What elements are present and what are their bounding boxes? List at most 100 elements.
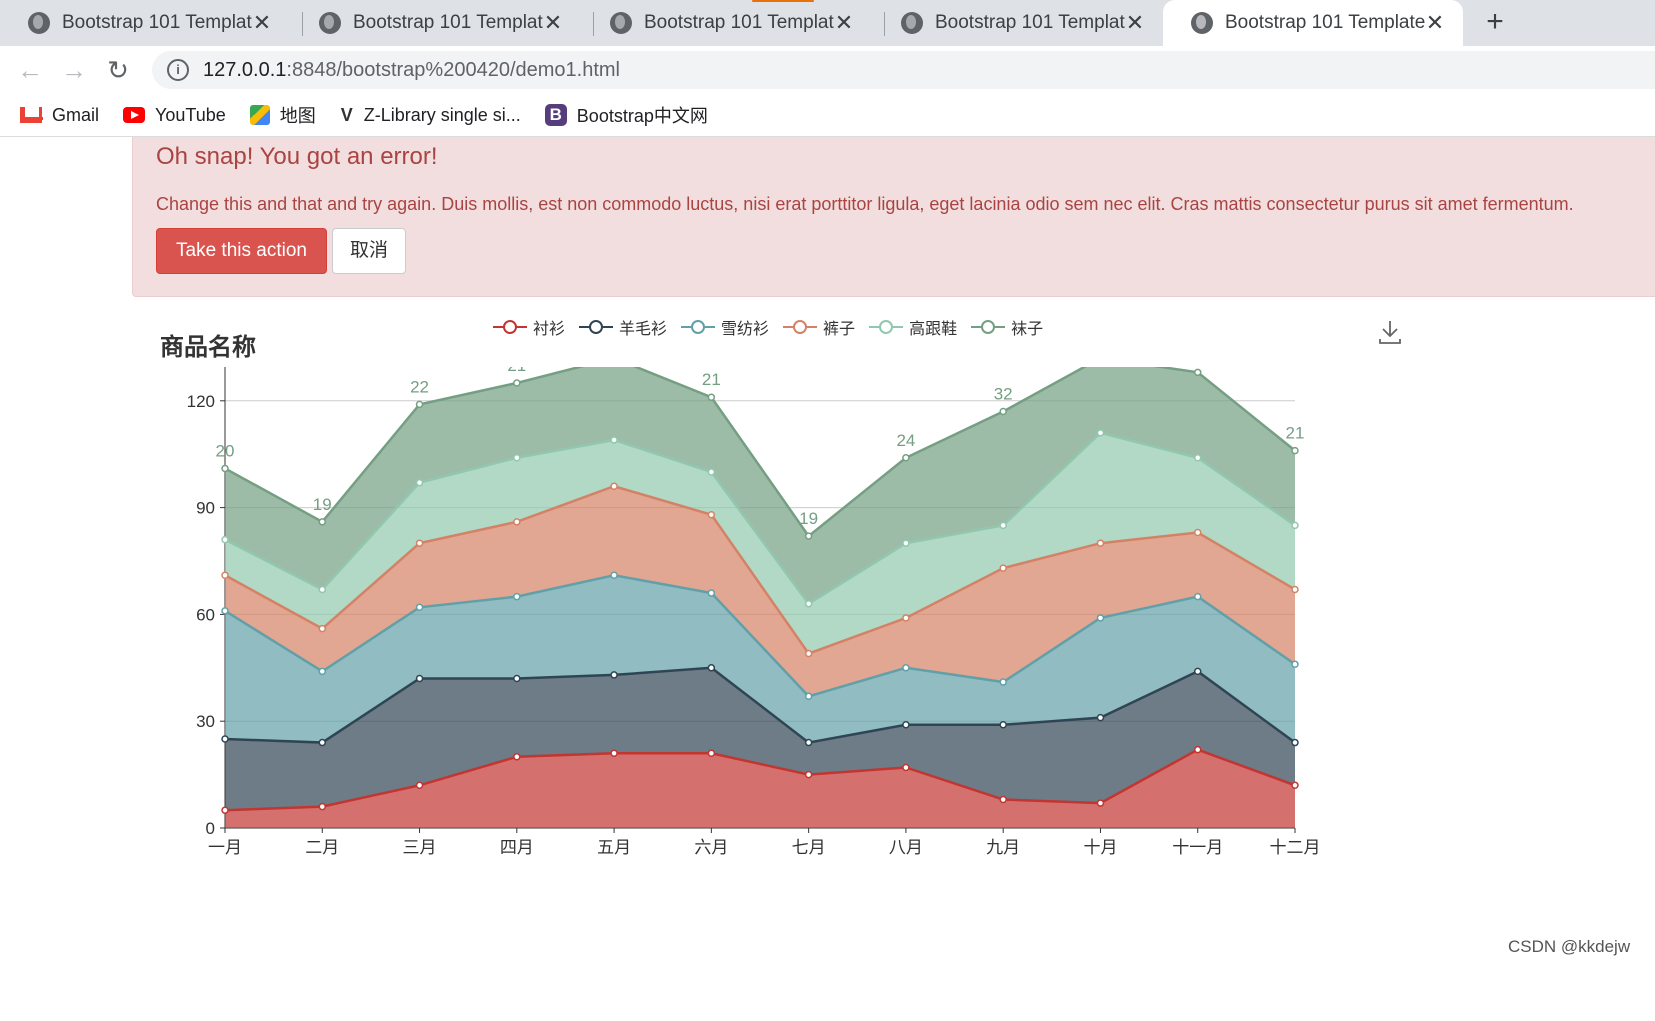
gmail-icon bbox=[20, 107, 42, 123]
legend-label: 羊毛衫 bbox=[619, 321, 668, 338]
x-tick-label: 八月 bbox=[889, 838, 923, 858]
point-羊毛衫 bbox=[1193, 667, 1202, 676]
close-icon[interactable]: ✕ bbox=[252, 10, 272, 35]
bookmark-bootstrap[interactable]: B Bootstrap中文网 bbox=[544, 102, 708, 128]
cancel-button[interactable]: 取消 bbox=[332, 228, 406, 274]
data-label: 32 bbox=[994, 384, 1013, 403]
point-羊毛衫 bbox=[707, 664, 716, 672]
data-label: 24 bbox=[896, 431, 915, 450]
point-羊毛衫 bbox=[513, 674, 521, 683]
browser-tab-2[interactable]: Bootstrap 101 Template ✕ bbox=[291, 0, 581, 46]
y-tick-label: 0 bbox=[206, 819, 215, 838]
forward-button[interactable]: → bbox=[61, 55, 87, 85]
bookmark-maps[interactable]: 地图 bbox=[249, 102, 316, 128]
point-雪纺衫 bbox=[999, 678, 1007, 686]
tab-separator bbox=[884, 12, 885, 36]
new-tab-button[interactable]: + bbox=[1486, 5, 1504, 38]
globe-icon bbox=[1191, 12, 1213, 34]
bookmark-gmail[interactable]: Gmail bbox=[20, 105, 99, 126]
point-高跟鞋 bbox=[999, 521, 1007, 530]
legend-item[interactable]: 雪纺衫 bbox=[681, 315, 769, 339]
point-雪纺衫 bbox=[1291, 660, 1299, 668]
x-tick-label: 九月 bbox=[986, 838, 1020, 858]
bookmark-youtube[interactable]: YouTube bbox=[123, 105, 226, 126]
close-icon[interactable]: ✕ bbox=[1125, 10, 1145, 35]
point-高跟鞋 bbox=[1193, 454, 1202, 462]
browser-toolbar: ← → ↻ i 127.0.0.1:8848/bootstrap%200420/… bbox=[0, 46, 1655, 94]
globe-icon bbox=[319, 12, 341, 34]
area-高跟鞋 bbox=[225, 432, 1295, 654]
close-icon[interactable]: ✕ bbox=[1425, 10, 1445, 35]
zlibrary-icon: V bbox=[340, 104, 353, 125]
x-tick-label: 三月 bbox=[403, 838, 437, 858]
browser-tab-3[interactable]: Bootstrap 101 Template ✕ bbox=[582, 0, 872, 46]
x-tick-label: 十月 bbox=[1083, 838, 1117, 858]
legend-label: 高跟鞋 bbox=[909, 321, 958, 338]
point-衬衫 bbox=[804, 770, 813, 779]
point-雪纺衫 bbox=[221, 607, 229, 615]
back-button[interactable]: ← bbox=[17, 55, 43, 85]
line-雪纺衫 bbox=[224, 573, 1296, 698]
point-衬衫 bbox=[902, 763, 910, 772]
legend-marker-icon bbox=[869, 320, 904, 334]
point-羊毛衫 bbox=[902, 721, 910, 729]
point-袜子 bbox=[318, 518, 327, 526]
legend-item[interactable]: 衬衫 bbox=[493, 315, 565, 339]
point-裤子 bbox=[1291, 585, 1299, 594]
browser-tab-4[interactable]: Bootstrap 101 Template ✕ bbox=[873, 0, 1163, 46]
point-袜子 bbox=[707, 393, 716, 401]
url-text[interactable]: 127.0.0.1:8848/bootstrap%200420/demo1.ht… bbox=[203, 59, 620, 82]
line-羊毛衫 bbox=[224, 666, 1296, 744]
bookmarks-bar: Gmail YouTube 地图 V Z-Library single si..… bbox=[0, 94, 1655, 137]
y-tick-label: 120 bbox=[187, 392, 215, 411]
info-icon[interactable]: i bbox=[167, 59, 189, 81]
line-高跟鞋 bbox=[224, 431, 1296, 606]
browser-tab-5-active[interactable]: Bootstrap 101 Template ✕ bbox=[1163, 0, 1463, 46]
point-衬衫 bbox=[1096, 799, 1105, 807]
point-雪纺衫 bbox=[513, 592, 521, 601]
point-羊毛衫 bbox=[221, 735, 229, 743]
bookmark-zlibrary[interactable]: V Z-Library single si... bbox=[340, 105, 521, 126]
globe-icon bbox=[901, 12, 923, 34]
point-雪纺衫 bbox=[902, 664, 910, 672]
legend-item[interactable]: 袜子 bbox=[971, 315, 1043, 339]
line-袜子 bbox=[224, 367, 1296, 538]
point-高跟鞋 bbox=[1096, 429, 1105, 437]
address-bar[interactable]: i 127.0.0.1:8848/bootstrap%200420/demo1.… bbox=[152, 51, 1655, 89]
point-裤子 bbox=[1096, 539, 1105, 547]
point-衬衫 bbox=[221, 806, 229, 814]
close-icon[interactable]: ✕ bbox=[543, 10, 563, 35]
take-action-button[interactable]: Take this action bbox=[156, 228, 327, 274]
bookmark-label: Bootstrap中文网 bbox=[576, 106, 708, 126]
point-高跟鞋 bbox=[707, 468, 716, 476]
tab-title: Bootstrap 101 Template bbox=[644, 12, 834, 33]
legend-item[interactable]: 羊毛衫 bbox=[579, 315, 667, 339]
legend-marker-icon bbox=[783, 320, 818, 334]
url-path: :8848/bootstrap%200420/demo1.html bbox=[286, 58, 620, 81]
line-衬衫 bbox=[224, 748, 1296, 812]
point-袜子 bbox=[804, 532, 813, 540]
point-袜子 bbox=[1193, 368, 1202, 377]
legend-item[interactable]: 高跟鞋 bbox=[869, 315, 957, 339]
data-label: 19 bbox=[799, 509, 818, 528]
point-羊毛衫 bbox=[610, 671, 618, 679]
browser-tab-1[interactable]: Bootstrap 101 Template ✕ bbox=[0, 0, 290, 46]
point-衬衫 bbox=[415, 781, 424, 790]
reload-button[interactable]: ↻ bbox=[107, 55, 129, 85]
legend-item[interactable]: 裤子 bbox=[783, 315, 855, 339]
point-雪纺衫 bbox=[1193, 592, 1202, 601]
legend-label: 袜子 bbox=[1011, 321, 1044, 338]
point-高跟鞋 bbox=[221, 535, 229, 544]
watermark: CSDN @kkdejw bbox=[1508, 937, 1631, 956]
alert-title: Oh snap! You got an error! bbox=[156, 143, 438, 170]
download-icon[interactable] bbox=[1378, 319, 1402, 345]
point-羊毛衫 bbox=[415, 674, 424, 683]
point-衬衫 bbox=[707, 749, 716, 757]
point-衬衫 bbox=[1291, 781, 1299, 790]
point-裤子 bbox=[318, 624, 327, 633]
close-icon[interactable]: ✕ bbox=[834, 10, 854, 35]
point-羊毛衫 bbox=[999, 721, 1007, 729]
stacked-area-chart: 0306090120150一月二月三月四月五月六月七月八月九月十月十一月十二月2… bbox=[187, 367, 1321, 858]
x-tick-label: 一月 bbox=[208, 838, 242, 858]
bootstrap-icon: B bbox=[544, 104, 567, 126]
